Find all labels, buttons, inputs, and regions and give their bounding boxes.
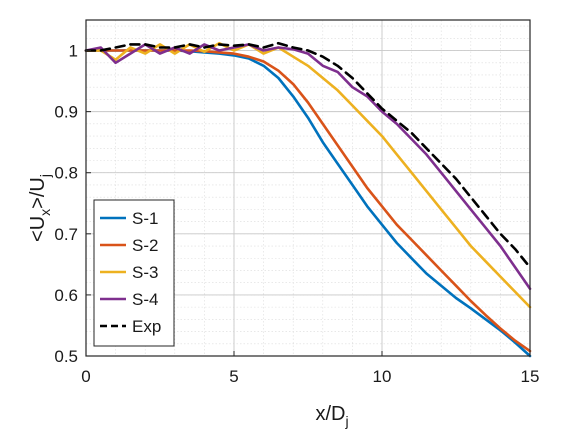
- series-line-exp: [84, 41, 532, 269]
- x-axis-label: x/Dj: [315, 403, 348, 429]
- legend-label-s-2: S-2: [132, 236, 158, 255]
- series-line-s-2: [84, 49, 532, 353]
- x-tick-label: 15: [521, 367, 540, 386]
- series-line-s-3: [84, 41, 532, 309]
- tick-labels: 0 5 10 15 0.5 0.6 0.7 0.8 0.9 1: [54, 42, 539, 386]
- axis-ticks: [85, 50, 531, 357]
- series-line-s-4: [84, 43, 532, 291]
- legend: S-1 S-2 S-3 S-4 Exp: [93, 199, 175, 347]
- legend-label-exp: Exp: [132, 317, 161, 336]
- y-tick-label: 0.7: [54, 225, 78, 244]
- y-tick-label: 0.9: [54, 103, 78, 122]
- legend-label-s-1: S-1: [132, 209, 158, 228]
- plot-frame: [85, 19, 531, 357]
- x-tick-label: 5: [229, 367, 238, 386]
- x-tick-label: 10: [373, 367, 392, 386]
- y-tick-label: 0.8: [54, 164, 78, 183]
- y-tick-label: 0.5: [54, 347, 78, 366]
- x-tick-label: 0: [81, 367, 90, 386]
- series-layer: [84, 41, 532, 358]
- legend-label-s-3: S-3: [132, 263, 158, 282]
- y-tick-label: 1: [69, 42, 78, 61]
- y-axis-label: <Ux>/Uj: [27, 174, 53, 242]
- legend-label-s-4: S-4: [132, 290, 158, 309]
- y-tick-label: 0.6: [54, 286, 78, 305]
